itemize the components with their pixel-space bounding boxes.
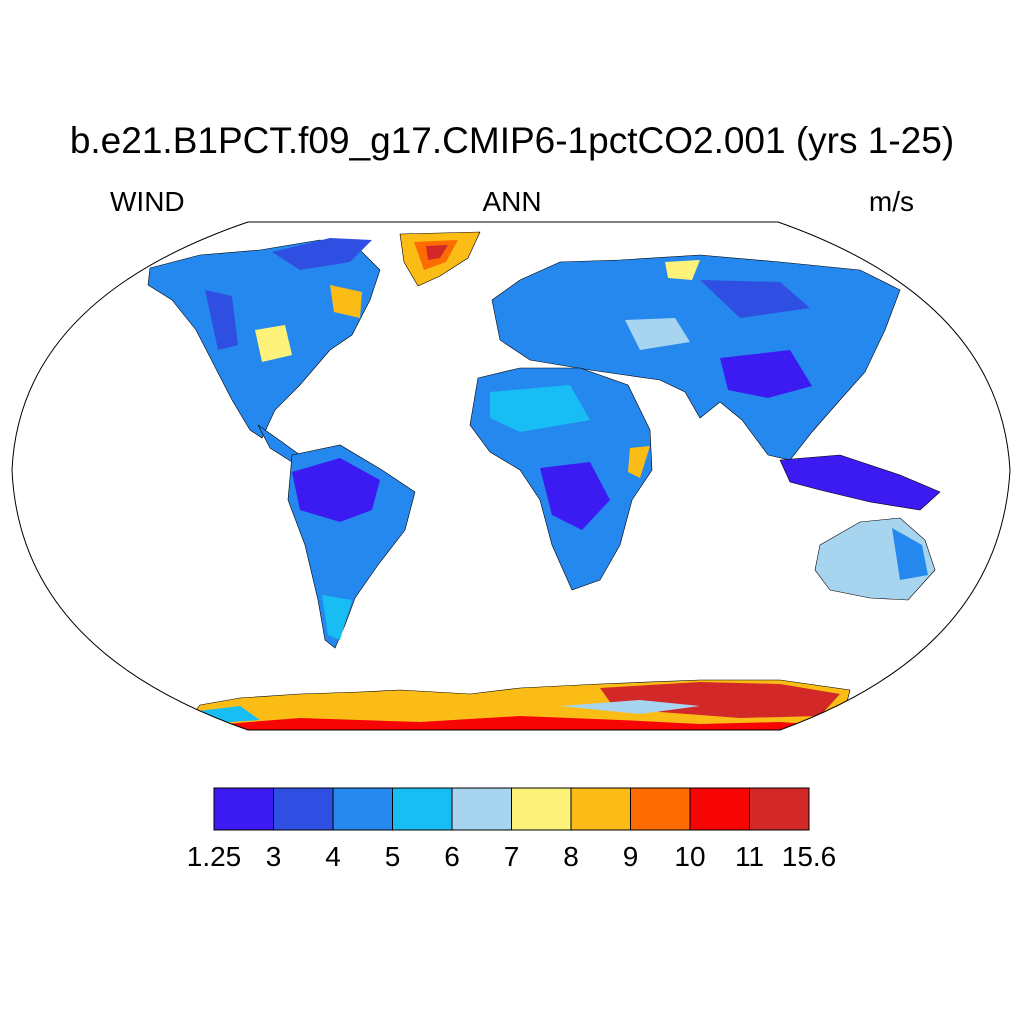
region-sahara [490, 385, 590, 432]
colorbar-swatch [273, 787, 334, 831]
region-scandinavia [665, 260, 700, 280]
colorbar-tick-label: 11 [735, 841, 764, 872]
colorbar-tick-label: 10 [674, 841, 705, 872]
colorbar-tick-label: 9 [623, 841, 639, 872]
region-central-africa [540, 462, 610, 530]
colorbar-swatch [392, 787, 453, 831]
colorbar-swatch [689, 787, 750, 831]
units-label: m/s [868, 186, 914, 217]
region-antarctica-coast [180, 716, 840, 730]
colorbar-tick-label: 7 [504, 841, 520, 872]
plot-title: b.e21.B1PCT.f09_g17.CMIP6-1pctCO2.001 (y… [69, 120, 955, 161]
colorbar-tick-label: 4 [325, 841, 341, 872]
region-amazon [292, 458, 380, 522]
landmass-canadian-arctic [272, 238, 372, 270]
colorbar-tick-label: 6 [444, 841, 460, 872]
colorbar-swatch [511, 787, 572, 831]
colorbar-tick-label: 5 [385, 841, 401, 872]
colorbar-swatch [630, 787, 691, 831]
landmass-indonesia [779, 454, 941, 511]
season-label: ANN [482, 186, 542, 217]
region-great-plains [255, 325, 292, 362]
colorbar-swatch [332, 787, 393, 831]
colorbar-swatch [451, 787, 512, 831]
region-greenland-peak [426, 245, 448, 260]
region-central-asia [625, 318, 690, 350]
region-horn-africa [628, 446, 650, 478]
colorbar-tick-label: 8 [563, 841, 579, 872]
region-siberia [700, 280, 810, 318]
region-tibet [720, 350, 812, 398]
variable-label: WIND [110, 186, 185, 217]
map-border [11, 221, 1011, 731]
region-hudson [330, 285, 362, 318]
colorbar-tick-label: 1.25 [187, 841, 242, 872]
region-australia-east [892, 528, 928, 580]
colorbar-tick-label: 3 [266, 841, 282, 872]
region-patagonia [322, 595, 352, 640]
region-rockies [205, 290, 238, 350]
colorbar-swatch [213, 787, 274, 831]
colorbar-swatch [570, 787, 631, 831]
region-antarctica-plateau [560, 700, 700, 714]
colorbar-swatch [749, 787, 810, 831]
colorbar-tick-label: 15.6 [782, 841, 837, 872]
